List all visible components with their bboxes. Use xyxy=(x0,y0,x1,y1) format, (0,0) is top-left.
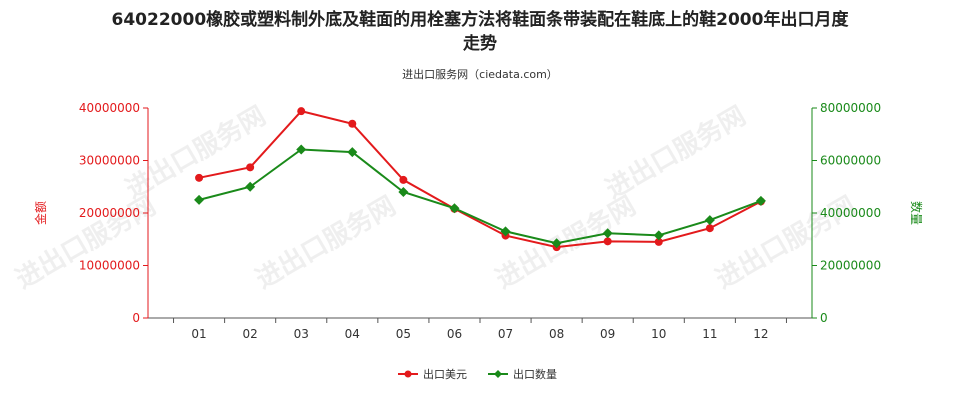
x-tick-label-0: 01 xyxy=(191,327,206,341)
series-2-line xyxy=(198,148,762,245)
series-2-point-12 xyxy=(755,195,766,206)
x-tick-label-3: 04 xyxy=(345,327,360,341)
series-1-point-10 xyxy=(654,237,663,246)
right-tick-label-0: 0 xyxy=(820,311,828,325)
series-2-point-2 xyxy=(245,181,256,192)
watermark-text-1: 进出口服务网 xyxy=(251,191,401,295)
series-2-point-3 xyxy=(296,144,307,155)
x-tick-label-1: 02 xyxy=(243,327,258,341)
series-1-point-9 xyxy=(603,237,612,246)
x-tick-label-10: 11 xyxy=(702,327,717,341)
series-1-point-1 xyxy=(195,173,204,182)
series-2-point-1 xyxy=(194,194,205,205)
series-2-point-7 xyxy=(500,226,511,237)
series-2-point-6 xyxy=(449,203,460,214)
series-1-point-5 xyxy=(399,175,408,184)
x-tick-label-2: 03 xyxy=(294,327,309,341)
series-2-point-4 xyxy=(347,147,358,158)
chart-title-line-2: 走势 xyxy=(463,34,497,54)
right-tick-label-4: 80000000 xyxy=(820,101,881,115)
left-tick-label-1: 10000000 xyxy=(79,259,140,273)
x-tick-label-6: 07 xyxy=(498,327,513,341)
watermark-text-2: 进出口服务网 xyxy=(491,191,641,295)
series-1-point-3 xyxy=(297,107,306,116)
x-tick-label-8: 09 xyxy=(600,327,615,341)
legend-swatch-marker-2 xyxy=(494,370,502,378)
legend-label-2: 出口数量 xyxy=(513,367,557,381)
right-axis-title: 数量 xyxy=(909,201,924,225)
x-tick-label-4: 05 xyxy=(396,327,411,341)
right-tick-label-2: 40000000 xyxy=(820,206,881,220)
left-tick-label-0: 0 xyxy=(132,311,140,325)
series-2-point-5 xyxy=(398,187,409,197)
left-axis-title: 金额 xyxy=(33,201,48,225)
series-2-point-11 xyxy=(704,215,715,226)
x-tick-label-11: 12 xyxy=(753,327,768,341)
left-tick-label-3: 30000000 xyxy=(79,154,140,168)
watermark-text-5: 进出口服务网 xyxy=(601,101,751,205)
x-tick-label-9: 10 xyxy=(651,327,666,341)
right-tick-label-1: 20000000 xyxy=(820,259,881,273)
series-2-point-8 xyxy=(551,238,562,249)
chart-title: 64022000橡胶或塑料制外底及鞋面的用栓塞方法将鞋面条带装配在鞋底上的鞋20… xyxy=(0,8,960,56)
legend-label-1: 出口美元 xyxy=(423,367,467,381)
left-tick-label-2: 20000000 xyxy=(79,206,140,220)
x-tick-label-5: 06 xyxy=(447,327,462,341)
right-tick-label-3: 60000000 xyxy=(820,154,881,168)
legend-swatch-marker-1 xyxy=(404,370,412,378)
series-2-point-9 xyxy=(602,228,613,239)
chart-subtitle: 进出口服务网（ciedata.com） xyxy=(402,68,558,81)
left-tick-label-4: 40000000 xyxy=(79,101,140,115)
series-1-point-2 xyxy=(246,163,255,172)
series-1-line xyxy=(198,110,762,249)
series-2-point-10 xyxy=(653,230,664,241)
series-1-point-4 xyxy=(348,119,357,128)
x-tick-label-7: 08 xyxy=(549,327,564,341)
chart-title-line-1: 64022000橡胶或塑料制外底及鞋面的用栓塞方法将鞋面条带装配在鞋底上的鞋20… xyxy=(111,10,849,30)
series-1-point-11 xyxy=(705,224,714,233)
